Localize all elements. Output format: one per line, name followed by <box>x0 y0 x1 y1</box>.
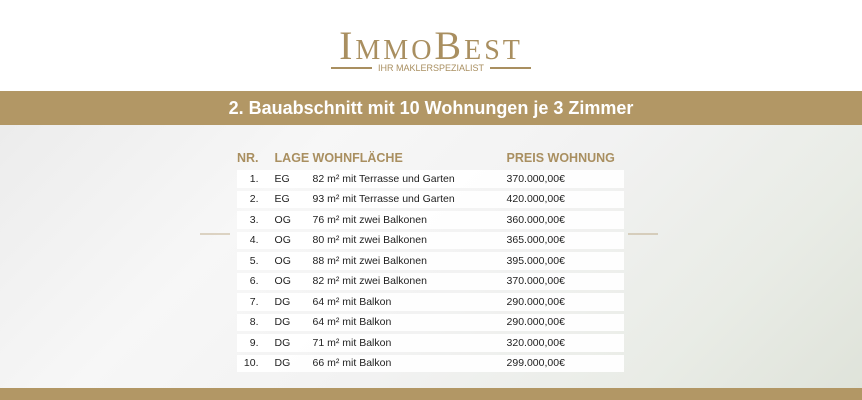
logo: ImmoBest <box>339 23 523 68</box>
row-nr: 10. <box>237 354 267 372</box>
col-nr: NR. <box>237 151 259 165</box>
row-lage: OG <box>266 211 313 229</box>
table-row: 9. DG 71 m² mit Balkon 320.000,00€ <box>237 334 624 352</box>
row-nr: 3. <box>237 211 267 229</box>
row-lage: DG <box>266 293 313 311</box>
row-lage: OG <box>266 272 313 290</box>
header: ImmoBest IHR MAKLERSPEZIALIST <box>0 0 862 91</box>
row-lage: EG <box>266 190 313 208</box>
tagline-text: IHR MAKLERSPEZIALIST <box>377 63 485 73</box>
row-preis: 299.000,00€ <box>506 354 624 372</box>
row-lage: DG <box>266 354 313 372</box>
row-wohnflaeche: 82 m² mit zwei Balkonen <box>312 272 507 290</box>
apartment-table: NR. LAGE WOHNFLÄCHE PREIS WOHNUNG 1. EG 82… <box>237 146 624 375</box>
banner-title: 2. Bauabschnitt mit 10 Wohnungen je 3 Zi… <box>0 91 862 125</box>
row-preis: 370.000,00€ <box>506 272 624 290</box>
table-header: NR. LAGE WOHNFLÄCHE PREIS WOHNUNG <box>237 149 624 167</box>
watermark-line <box>628 233 658 235</box>
row-preis: 395.000,00€ <box>506 252 624 270</box>
table-row: 3. OG 76 m² mit zwei Balkonen 360.000,00€ <box>237 211 624 229</box>
row-wohnflaeche: 93 m² mit Terrasse und Garten <box>312 190 507 208</box>
row-preis: 360.000,00€ <box>506 211 624 229</box>
table-row: 10. DG 66 m² mit Balkon 299.000,00€ <box>237 354 624 372</box>
row-wohnflaeche: 64 m² mit Balkon <box>312 293 507 311</box>
row-preis: 290.000,00€ <box>506 293 624 311</box>
row-wohnflaeche: 82 m² mit Terrasse und Garten <box>312 170 507 188</box>
row-preis: 420.000,00€ <box>506 190 624 208</box>
divider <box>331 67 372 69</box>
col-lage: LAGE <box>274 151 310 165</box>
row-preis: 290.000,00€ <box>506 313 624 331</box>
table-row: 5. OG 88 m² mit zwei Balkonen 395.000,00€ <box>237 252 624 270</box>
row-wohnflaeche: 66 m² mit Balkon <box>312 354 507 372</box>
table-body: 1. EG 82 m² mit Terrasse und Garten 370.000… <box>237 170 624 372</box>
row-wohnflaeche: 88 m² mit zwei Balkonen <box>312 252 507 270</box>
row-lage: OG <box>266 252 313 270</box>
table-row: 8. DG 64 m² mit Balkon 290.000,00€ <box>237 313 624 331</box>
table-row: 4. OG 80 m² mit zwei Balkonen 365.000,00€ <box>237 231 624 249</box>
row-nr: 1. <box>237 170 267 188</box>
col-wohnflaeche: WOHNFLÄCHE <box>312 151 403 165</box>
logo-tagline: IHR MAKLERSPEZIALIST <box>331 63 531 73</box>
row-wohnflaeche: 71 m² mit Balkon <box>312 334 507 352</box>
watermark-line <box>200 233 230 235</box>
row-lage: DG <box>266 313 313 331</box>
col-preis: PREIS WOHNUNG <box>506 151 615 165</box>
footer-bar <box>0 388 862 400</box>
row-nr: 5. <box>237 252 267 270</box>
row-wohnflaeche: 76 m² mit zwei Balkonen <box>312 211 507 229</box>
table-row: 7. DG 64 m² mit Balkon 290.000,00€ <box>237 293 624 311</box>
row-nr: 9. <box>237 334 267 352</box>
row-wohnflaeche: 80 m² mit zwei Balkonen <box>312 231 507 249</box>
row-nr: 6. <box>237 272 267 290</box>
table-row: 6. OG 82 m² mit zwei Balkonen 370.000,00€ <box>237 272 624 290</box>
table-row: 1. EG 82 m² mit Terrasse und Garten 370.000… <box>237 170 624 188</box>
row-nr: 8. <box>237 313 267 331</box>
row-wohnflaeche: 64 m² mit Balkon <box>312 313 507 331</box>
row-nr: 7. <box>237 293 267 311</box>
row-preis: 320.000,00€ <box>506 334 624 352</box>
row-lage: EG <box>266 170 313 188</box>
divider <box>490 67 531 69</box>
row-lage: DG <box>266 334 313 352</box>
row-nr: 4. <box>237 231 267 249</box>
row-nr: 2. <box>237 190 267 208</box>
row-preis: 365.000,00€ <box>506 231 624 249</box>
table-row: 2. EG 93 m² mit Terrasse und Garten 420.000… <box>237 190 624 208</box>
row-lage: OG <box>266 231 313 249</box>
row-preis: 370.000,00€ <box>506 170 624 188</box>
